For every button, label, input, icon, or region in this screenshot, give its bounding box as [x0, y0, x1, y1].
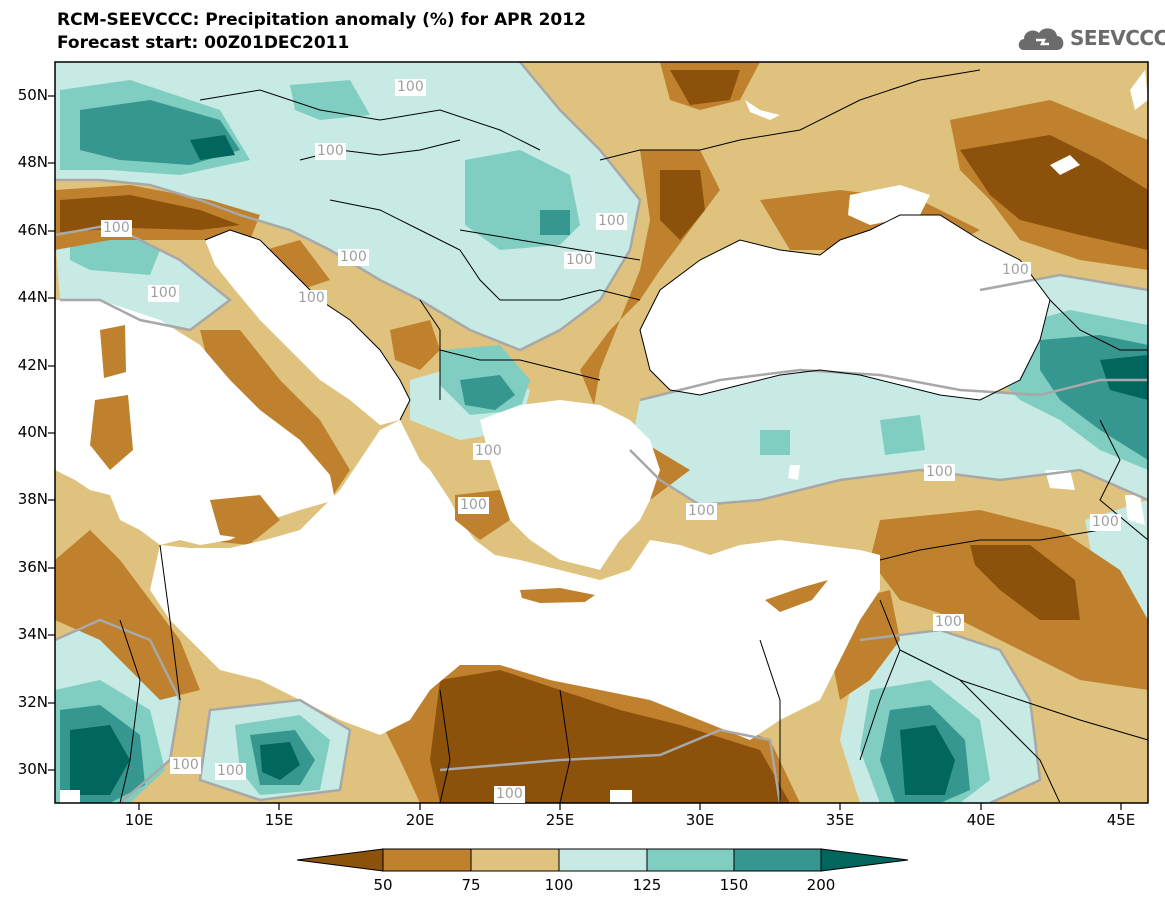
lat-label-46n: 46N — [17, 221, 48, 239]
contour-label-100: 100 — [564, 252, 595, 269]
contour-label-100: 100 — [215, 763, 246, 780]
islands — [90, 325, 828, 612]
lat-label-42n: 42N — [17, 356, 48, 374]
contour-label-100: 100 — [148, 285, 179, 302]
lat-label-50n: 50N — [17, 86, 48, 104]
field-layer — [55, 62, 1148, 803]
lat-label-32n: 32N — [17, 693, 48, 711]
lon-label-35e: 35E — [825, 811, 855, 829]
contour-label-100: 100 — [101, 220, 132, 237]
contour-label-100: 100 — [170, 757, 201, 774]
colorbar-gt200 — [820, 848, 909, 872]
lon-label-20e: 20E — [405, 811, 435, 829]
colorbar-label-75: 75 — [461, 876, 481, 894]
colorbar-150-200 — [733, 848, 822, 872]
sea-mask — [55, 70, 1148, 803]
contour-label-100: 100 — [395, 79, 426, 96]
colorbar-label-125: 125 — [632, 876, 662, 894]
field-lt50 — [60, 70, 1148, 803]
contour-label-100: 100 — [933, 614, 964, 631]
lat-label-36n: 36N — [17, 558, 48, 576]
map-subtitle: Forecast start: 00Z01DEC2011 — [57, 33, 350, 53]
contour-label-100: 100 — [338, 249, 369, 266]
colorbar-lt50 — [296, 848, 384, 872]
lon-label-25e: 25E — [545, 811, 575, 829]
logo-text: SEEVCCC — [1070, 26, 1165, 50]
contour-100-lines — [55, 62, 1148, 803]
lat-label-30n: 30N — [17, 760, 48, 778]
lat-label-40n: 40N — [17, 423, 48, 441]
seevccc-logo: SEEVCCC — [1016, 22, 1165, 56]
lon-label-15e: 15E — [264, 811, 294, 829]
axis-ticks — [48, 95, 1122, 810]
colorbar-100-125 — [558, 848, 648, 872]
colorbar-50-75 — [382, 848, 472, 872]
lat-label-34n: 34N — [17, 625, 48, 643]
contour-label-100: 100 — [315, 143, 346, 160]
contour-label-100: 100 — [494, 786, 525, 803]
lon-label-45e: 45E — [1106, 811, 1136, 829]
colorbar-label-50: 50 — [373, 876, 393, 894]
cloud-icon — [1018, 28, 1064, 50]
lon-label-10e: 10E — [124, 811, 154, 829]
colorbar-125-150 — [646, 848, 735, 872]
contour-label-100: 100 — [296, 290, 327, 307]
colorbar-label-150: 150 — [719, 876, 749, 894]
lat-label-44n: 44N — [17, 288, 48, 306]
field-gt200 — [70, 135, 1148, 795]
colorbar-label-100: 100 — [544, 876, 574, 894]
contour-label-100: 100 — [596, 213, 627, 230]
lon-label-40e: 40E — [966, 811, 996, 829]
contour-label-100: 100 — [1090, 514, 1121, 531]
lat-label-48n: 48N — [17, 153, 48, 171]
contour-label-100: 100 — [458, 497, 489, 514]
contour-label-100: 100 — [686, 503, 717, 520]
map-title: RCM-SEEVCCC: Precipitation anomaly (%) f… — [57, 10, 586, 30]
contour-label-100: 100 — [924, 464, 955, 481]
contour-label-100: 100 — [473, 443, 504, 460]
colorbar-75-100 — [470, 848, 560, 872]
contour-label-100: 100 — [1000, 262, 1031, 279]
lon-label-30e: 30E — [685, 811, 715, 829]
lat-label-38n: 38N — [17, 490, 48, 508]
colorbar-label-200: 200 — [806, 876, 836, 894]
